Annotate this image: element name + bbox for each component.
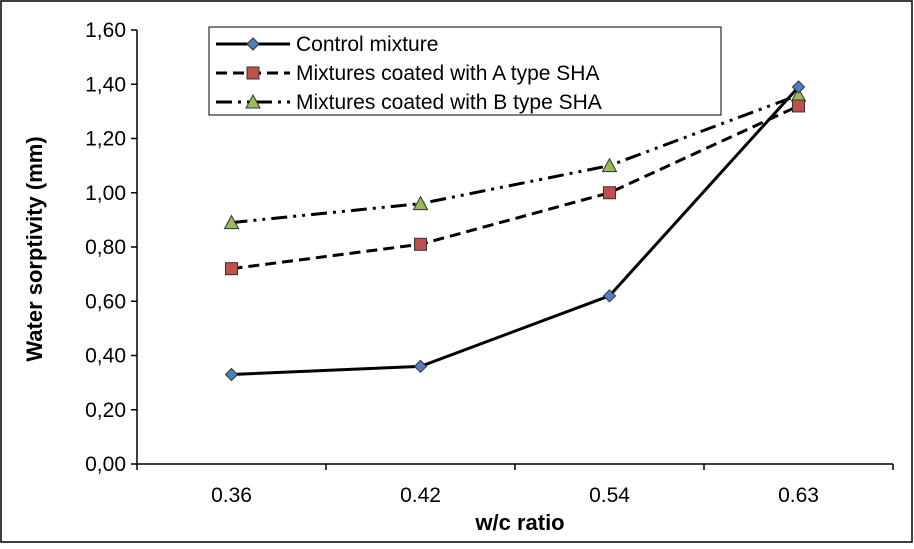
data-point-square — [225, 262, 238, 276]
data-point-square — [603, 186, 616, 200]
y-tick-label: 0,20 — [85, 399, 126, 422]
data-point-square — [792, 99, 805, 113]
data-point-diamond — [413, 359, 428, 374]
y-tick-label: 0,40 — [85, 345, 126, 368]
data-point-diamond — [224, 367, 239, 382]
data-point-triangle — [245, 93, 261, 109]
x-tick-label: 0.63 — [778, 484, 819, 507]
legend-item: Mixtures coated with B type SHA — [216, 91, 602, 114]
y-axis-title: Water sorptivity (mm) — [22, 136, 47, 361]
legend: Control mixture Mixtures coated with A ty… — [208, 26, 722, 116]
y-tick-label: 1,40 — [85, 73, 126, 96]
data-point-triangle — [601, 157, 618, 173]
legend-label: Mixtures coated with A type SHA — [296, 62, 599, 85]
data-point-diamond — [791, 80, 806, 94]
legend-item: Mixtures coated with A type SHA — [216, 62, 599, 85]
x-tick-label: 0.42 — [400, 484, 441, 507]
data-point-triangle — [223, 214, 240, 230]
legend-item: Control mixture — [216, 33, 438, 56]
data-point-diamond — [246, 37, 260, 51]
legend-label: Mixtures coated with B type SHA — [296, 91, 602, 114]
x-tick-labels: 0.36 0.42 0.54 0.63 — [211, 484, 819, 507]
y-tick-label: 0,60 — [85, 290, 126, 313]
y-tick-labels: 0,00 0,20 0,40 0,60 0,80 1,00 1,20 1,40 1,60 — [85, 19, 126, 476]
data-point-square — [414, 237, 427, 251]
axes — [131, 29, 894, 470]
x-tick-label: 0.54 — [589, 484, 630, 507]
y-tick-label: 0,00 — [85, 453, 126, 476]
y-tick-label: 1,60 — [85, 19, 126, 42]
y-tick-label: 0,80 — [85, 236, 126, 259]
series-3 — [223, 87, 807, 230]
series-layer — [223, 80, 807, 382]
data-point-diamond — [602, 289, 617, 303]
series-2 — [225, 99, 805, 276]
y-tick-label: 1,20 — [85, 128, 126, 151]
series-line — [231, 85, 800, 376]
legend-label: Control mixture — [296, 33, 438, 56]
x-tick-label: 0.36 — [211, 484, 252, 507]
series-line — [231, 93, 800, 225]
y-tick-label: 1,00 — [85, 182, 126, 205]
series-1 — [224, 80, 806, 382]
x-axis-title: w/c ratio — [474, 510, 564, 535]
data-point-triangle — [412, 195, 429, 211]
legend-box — [208, 26, 722, 116]
data-point-square — [246, 66, 260, 80]
series-line — [231, 104, 800, 271]
